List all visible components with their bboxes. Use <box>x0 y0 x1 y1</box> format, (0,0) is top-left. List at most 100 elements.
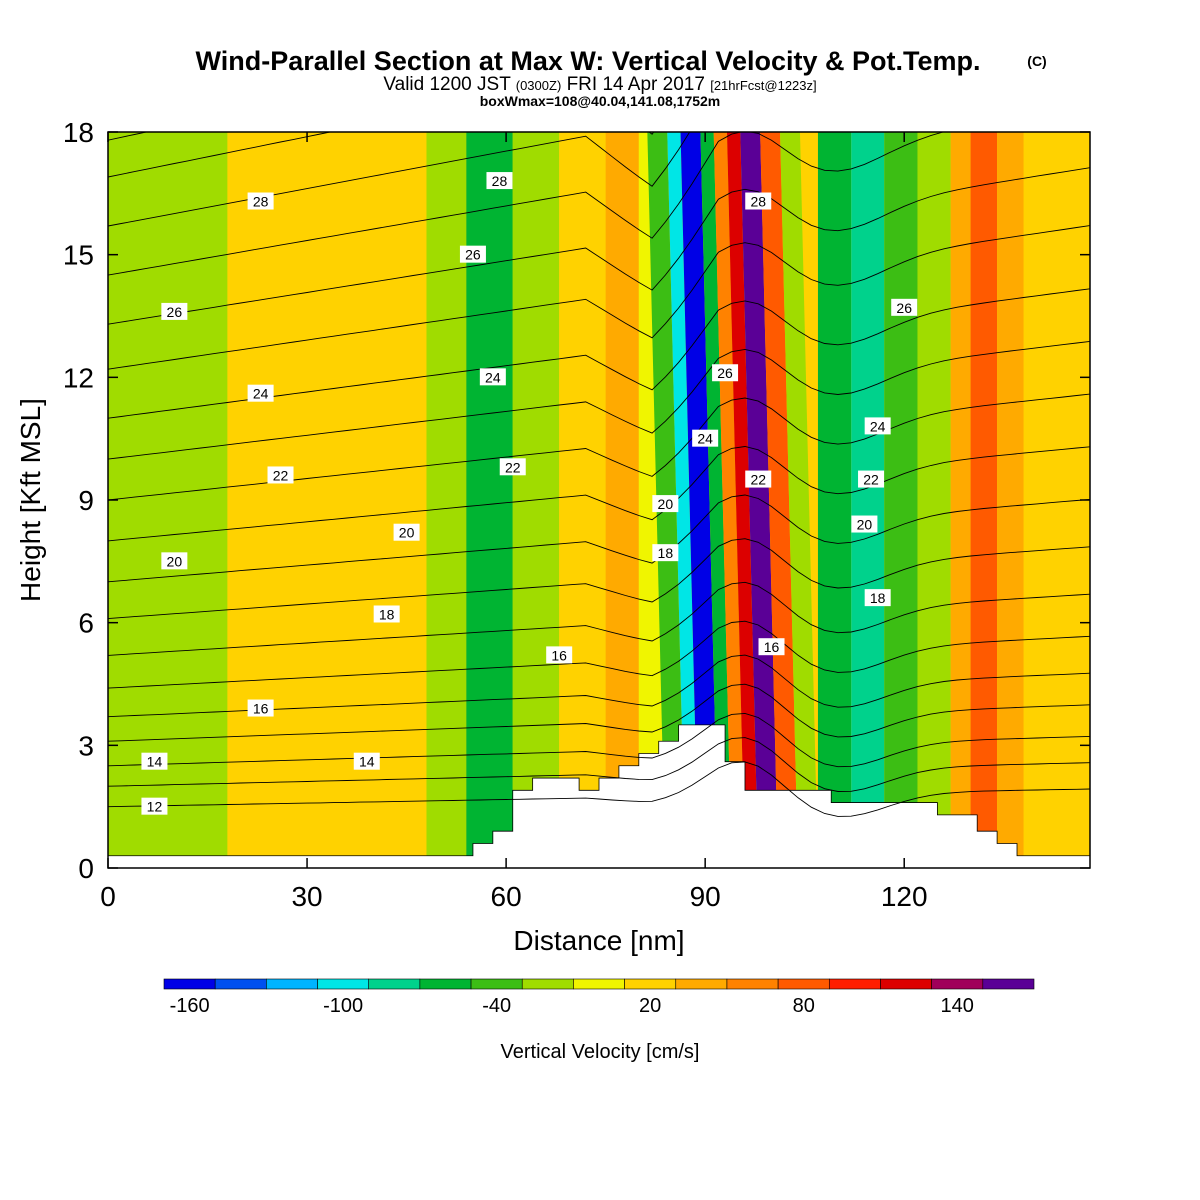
isotherm-12 <box>108 761 1090 817</box>
label-box <box>161 302 188 320</box>
velocity-band-13 <box>726 132 759 868</box>
isotherm-label-20: 20 <box>652 495 679 513</box>
x-tick-label: 90 <box>690 881 721 912</box>
terrain-mask <box>108 724 1090 868</box>
label-box <box>546 646 573 664</box>
colorbar-tick-label: 140 <box>941 995 974 1017</box>
velocity-band-23 <box>997 132 1024 868</box>
isotherm-label-text: 22 <box>863 472 879 488</box>
isotherm-20 <box>108 494 1090 583</box>
isotherm-label-26: 26 <box>891 298 918 316</box>
colorbar-swatch <box>470 978 523 990</box>
axes: 0 30 60 90 120 0 3 6 9 12 15 18 <box>63 117 1090 912</box>
isotherm-label-26: 26 <box>712 364 739 382</box>
isotherm-29 <box>108 132 655 178</box>
isotherm-label-24: 24 <box>692 429 719 447</box>
label-box <box>864 417 891 435</box>
label-box <box>652 544 679 562</box>
colorbar-tick-label: -100 <box>323 995 363 1017</box>
colorbar-swatch <box>777 978 830 990</box>
label-box <box>141 797 168 815</box>
label-box <box>459 245 486 263</box>
label-box <box>161 552 188 570</box>
isotherm-label-20: 20 <box>161 552 188 570</box>
isotherm-15 <box>108 683 1090 742</box>
isotherm-label-text: 16 <box>253 701 269 717</box>
copyright-mark: (C) <box>1027 53 1046 69</box>
isotherm-17 <box>108 620 1090 689</box>
colorbar-swatch <box>368 978 421 990</box>
isotherm-label-16: 16 <box>546 646 573 664</box>
isotherm-19 <box>108 538 1090 620</box>
isotherm-label-text: 22 <box>505 459 521 475</box>
isotherm-label-28: 28 <box>247 192 274 210</box>
colorbar-swatch <box>624 978 677 990</box>
x-tick-label: 30 <box>291 881 322 912</box>
isotherm-label-20: 20 <box>851 515 878 533</box>
label-box <box>712 364 739 382</box>
colorbar-tick-labels: -160 -100 -40 20 80 140 <box>170 995 974 1017</box>
y-tick-label: 9 <box>78 485 94 516</box>
colorbar-swatch <box>573 978 625 990</box>
velocity-band-6 <box>605 132 639 868</box>
velocity-band-18 <box>851 132 885 868</box>
velocity-band-1 <box>227 132 427 868</box>
isotherm-label-22: 22 <box>745 470 772 488</box>
isotherm-label-text: 14 <box>359 754 375 770</box>
label-box <box>247 699 274 717</box>
y-axis-label: Height [Kft MSL] <box>15 398 46 602</box>
x-tick-label: 120 <box>881 881 928 912</box>
isotherm-27 <box>108 132 945 276</box>
velocity-band-22 <box>970 132 998 868</box>
x-tick-label: 60 <box>491 881 522 912</box>
chart-subtitle: boxWmax=108@40.04,141.08,1752m <box>480 93 721 109</box>
isotherm-label-text: 26 <box>896 300 912 316</box>
isotherm-label-text: 24 <box>253 386 269 402</box>
forecast-info: [21hrFcst@1223z] <box>710 78 816 93</box>
isotherm-14 <box>108 712 1090 768</box>
valid-time-line: Valid 1200 JST (0300Z) FRI 14 Apr 2017 [… <box>383 74 816 95</box>
label-box <box>141 752 168 770</box>
isotherm-label-text: 12 <box>147 799 163 815</box>
zulu-time: (0300Z) <box>516 78 562 93</box>
velocity-band-14 <box>740 132 779 868</box>
colorbar-tick-label: -40 <box>482 995 511 1017</box>
velocity-band-10 <box>680 132 719 868</box>
colorbar: -160 -100 -40 20 80 140 Vertical Velocity [cm… <box>163 978 1035 1063</box>
velocity-band-15 <box>760 132 799 868</box>
label-box <box>247 384 274 402</box>
colorbar-tick-label: 20 <box>639 995 661 1017</box>
velocity-band-5 <box>559 132 606 868</box>
colorbar-swatch <box>880 978 932 990</box>
label-box <box>479 368 506 386</box>
x-axis-label: Distance [nm] <box>513 925 684 956</box>
colorbar-swatch <box>931 978 984 990</box>
isotherm-label-text: 20 <box>167 553 183 569</box>
velocity-band-0 <box>108 132 228 868</box>
label-box <box>858 470 885 488</box>
isotherm-label-text: 14 <box>147 754 163 770</box>
isotherm-18 <box>108 581 1090 656</box>
colorbar-label: Vertical Velocity [cm/s] <box>501 1041 700 1063</box>
velocity-band-12 <box>713 132 745 868</box>
isotherm-label-14: 14 <box>141 752 168 770</box>
isotherm-label-text: 26 <box>167 304 183 320</box>
isotherm-label-26: 26 <box>161 302 188 320</box>
isotherm-label-20: 20 <box>393 523 420 541</box>
colorbar-swatch <box>982 978 1035 990</box>
y-tick-label: 6 <box>78 608 94 639</box>
isotherm-label-text: 20 <box>658 496 674 512</box>
isotherm-label-22: 22 <box>499 458 526 476</box>
isotherm-label-text: 16 <box>764 639 780 655</box>
velocity-band-16 <box>780 132 818 868</box>
colorbar-swatches <box>163 978 1035 990</box>
chart-title: Wind-Parallel Section at Max W: Vertical… <box>196 46 981 76</box>
label-box <box>745 470 772 488</box>
isotherm-label-text: 26 <box>465 247 481 263</box>
valid-date: FRI 14 Apr 2017 <box>567 74 705 95</box>
label-box <box>891 298 918 316</box>
label-box <box>652 495 679 513</box>
y-tick-label: 3 <box>78 730 94 761</box>
vertical-velocity-field <box>108 132 1090 868</box>
